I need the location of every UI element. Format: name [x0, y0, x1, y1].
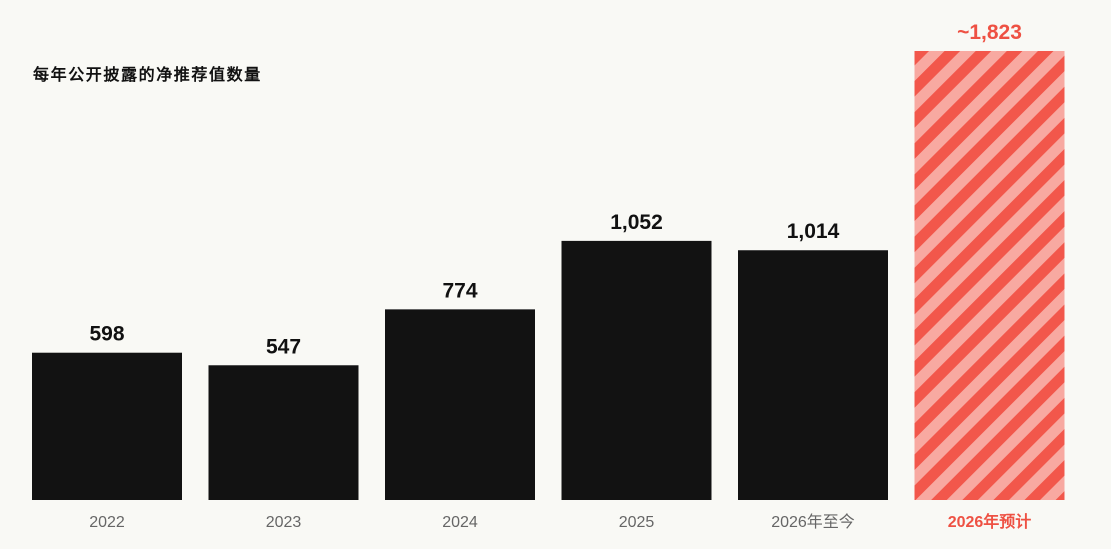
value-label: 1,052 — [610, 211, 663, 234]
value-label: 598 — [89, 323, 124, 346]
bar — [385, 309, 535, 500]
category-label: 2026年预计 — [948, 512, 1032, 531]
bar-projected — [914, 50, 1065, 500]
value-label: 547 — [266, 335, 301, 358]
bar — [561, 240, 712, 500]
category-label: 2024 — [442, 514, 478, 531]
bar — [738, 250, 888, 500]
category-label: 2023 — [266, 514, 302, 531]
category-label: 2022 — [89, 514, 125, 531]
category-label: 2025 — [619, 514, 655, 531]
category-label: 2026年至今 — [771, 513, 855, 531]
bar — [208, 365, 359, 500]
bar — [32, 352, 182, 500]
chart-title: 每年公开披露的净推荐值数量 — [33, 65, 262, 84]
value-label: 774 — [442, 279, 477, 302]
value-label: ~1,823 — [957, 21, 1022, 44]
value-label: 1,014 — [787, 220, 840, 243]
